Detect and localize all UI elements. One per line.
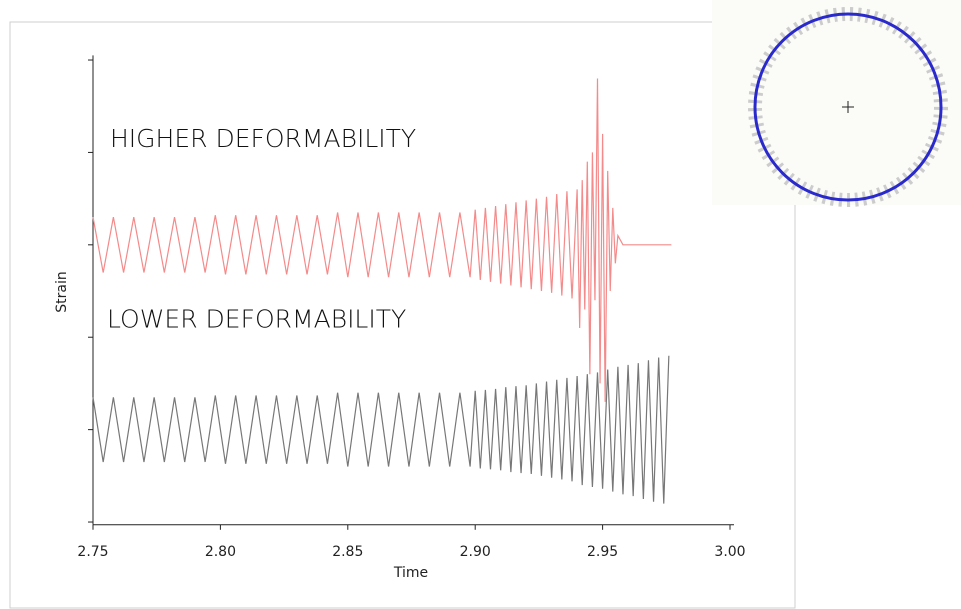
inset-center (842, 101, 854, 113)
series-line (92, 78, 672, 402)
frame (9, 21, 796, 609)
x-tick-label: 2.90 (460, 544, 491, 560)
series-label: LOWER DEFORMABILITY (107, 304, 406, 333)
series-label: HIGHER DEFORMABILITY (110, 124, 416, 153)
x-axis-label: Time (393, 565, 428, 581)
x-tick-label: 2.80 (205, 544, 236, 560)
x-tick-label: 2.95 (587, 544, 618, 560)
x-tick-label: 3.00 (714, 544, 745, 560)
inset-circle (753, 12, 943, 202)
x-tick-label: 2.75 (77, 544, 108, 560)
inset (712, 0, 961, 207)
series-line (92, 355, 670, 504)
x-tick-label: 2.85 (332, 544, 363, 560)
y-axis-label: Strain (54, 271, 70, 312)
